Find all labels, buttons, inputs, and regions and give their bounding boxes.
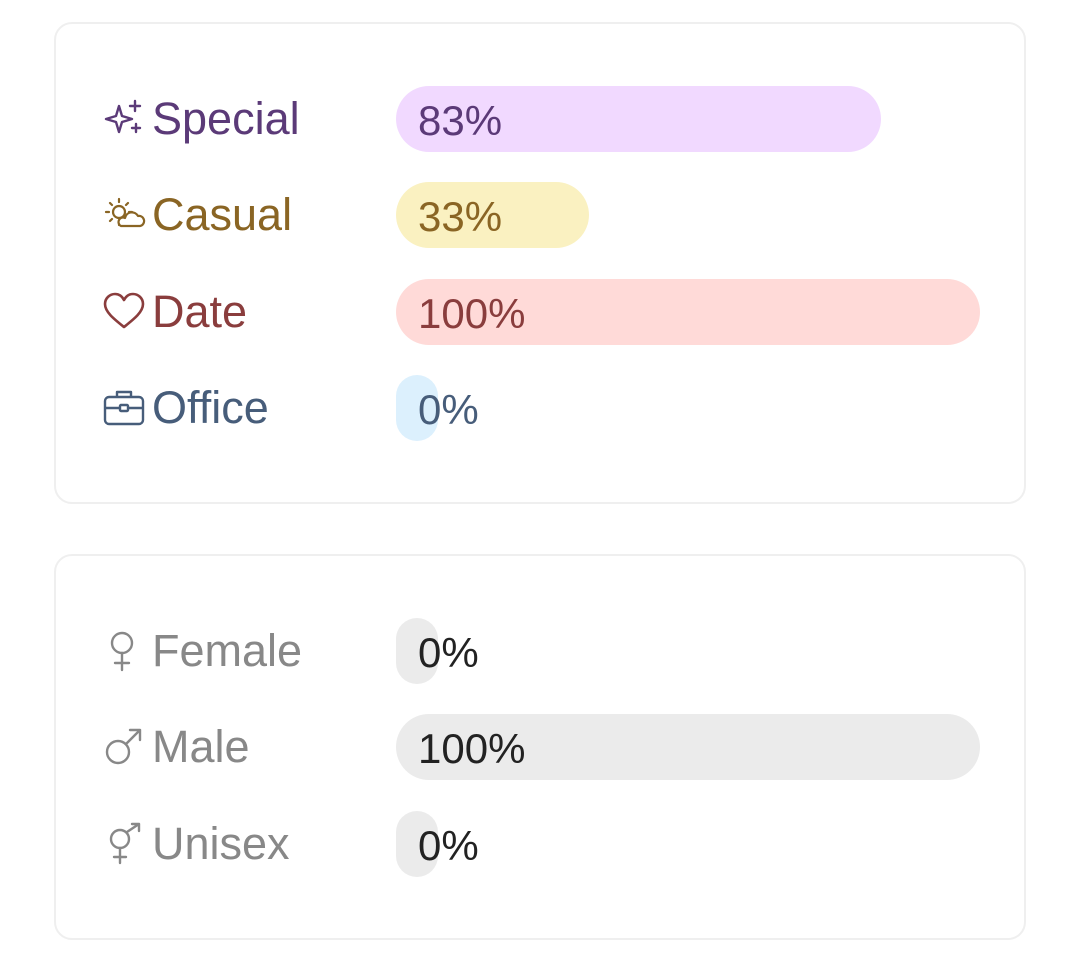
- occasion-bar-fill: [396, 375, 438, 441]
- occasion-row-date: Date 100%: [56, 279, 1024, 345]
- occasion-percentage: 0%: [418, 386, 479, 433]
- gender-label: Female: [152, 625, 303, 676]
- gender-bar: 0%: [396, 618, 980, 684]
- gender-row-unisex: Unisex 0%: [56, 811, 1024, 877]
- occasion-percentage: 83%: [418, 97, 503, 144]
- gender-label-group: Unisex: [102, 811, 290, 877]
- occasion-bar: 33%: [396, 182, 980, 248]
- occasion-label: Office: [152, 382, 269, 433]
- occasion-row-special: Special 83%: [56, 86, 1024, 152]
- occasion-percentage: 33%: [418, 193, 503, 240]
- occasion-bar: 0%: [396, 375, 980, 441]
- occasion-bar: 83%: [396, 86, 980, 152]
- gender-percentage: 0%: [418, 629, 479, 676]
- gender-row-female: Female 0%: [56, 618, 1024, 684]
- sparkles-icon: [102, 97, 146, 141]
- female-symbol-icon: [102, 629, 146, 673]
- gender-card: Female 0% Male 100%: [54, 554, 1026, 940]
- occasion-card: Special 83% Casual 33%: [54, 22, 1026, 504]
- gender-label-group: Male: [102, 714, 250, 780]
- gender-bar-fill: [396, 714, 980, 780]
- heart-icon: [102, 290, 146, 334]
- occasion-label: Casual: [152, 189, 293, 240]
- gender-label: Unisex: [152, 818, 290, 869]
- occasion-bar-fill: [396, 279, 980, 345]
- gender-percentage: 100%: [418, 725, 526, 772]
- occasion-label-group: Office: [102, 375, 269, 441]
- gender-bar-fill: [396, 618, 438, 684]
- gender-bar: 100%: [396, 714, 980, 780]
- occasion-label: Special: [152, 93, 300, 144]
- male-symbol-icon: [102, 725, 146, 769]
- occasion-bar: 100%: [396, 279, 980, 345]
- gender-label-group: Female: [102, 618, 302, 684]
- occasion-label-group: Special: [102, 86, 300, 152]
- briefcase-icon: [102, 386, 146, 430]
- occasion-row-office: Office 0%: [56, 375, 1024, 441]
- occasion-label-group: Date: [102, 279, 247, 345]
- sun-cloud-icon: [102, 193, 146, 237]
- occasion-bar-fill: [396, 86, 881, 152]
- gender-label: Male: [152, 721, 250, 772]
- gender-bar: 0%: [396, 811, 980, 877]
- gender-row-male: Male 100%: [56, 714, 1024, 780]
- occasion-percentage: 100%: [418, 290, 526, 337]
- gender-percentage: 0%: [418, 822, 479, 869]
- gender-bar-fill: [396, 811, 438, 877]
- occasion-bar-fill: [396, 182, 589, 248]
- occasion-label: Date: [152, 286, 248, 337]
- occasion-row-casual: Casual 33%: [56, 182, 1024, 248]
- occasion-label-group: Casual: [102, 182, 292, 248]
- unisex-symbol-icon: [102, 822, 146, 866]
